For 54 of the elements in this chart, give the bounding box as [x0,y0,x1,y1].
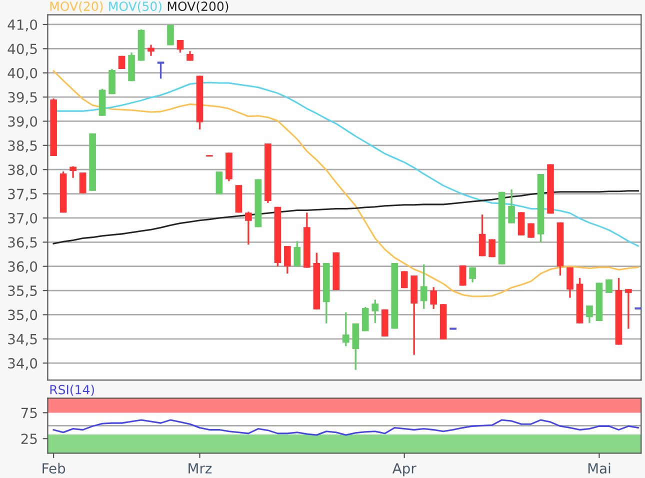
candlestick [148,44,154,57]
candlestick [70,165,76,179]
candlestick [566,266,574,299]
candlestick [79,172,86,194]
text: MOV(200) [168,1,228,12]
candlestick [284,245,291,274]
candlestick [245,210,252,246]
y-tick-label: 38,5 [8,140,37,152]
y-tick-label: 34,0 [8,358,38,370]
candlestick [400,270,408,289]
candlestick [176,39,184,54]
candlestick [430,286,437,310]
candlestick [167,24,174,46]
candlestick [362,306,369,332]
x-tick-label: Mrz [188,463,212,474]
text: MOV(50) [109,1,162,12]
x-tick-label: Mai [588,462,610,474]
candlestick [118,55,126,70]
y-tick-label: 37,0 [8,212,38,225]
candlestick [586,304,593,324]
y-tick-label: 39,0 [8,116,38,128]
candlestick [420,264,428,310]
y-tick-label: 36,0 [8,261,38,274]
text: RSI(14) [50,384,94,396]
y-tick-label: 38,0 [8,164,38,176]
candlestick [294,240,301,268]
y-tick-label: 36,5 [8,237,37,250]
candlestick [372,298,379,324]
y-tick-label: 41,0 [8,19,38,32]
x-tick-label: Feb [42,462,66,474]
candlestick [186,50,194,62]
candlestick [478,214,486,258]
candlestick [342,311,350,347]
y-tick-label: 35,5 [8,285,37,298]
candlestick [528,222,534,239]
y-tick-label: 75 [21,408,37,418]
y-tick-label: 37,5 [8,188,37,201]
y-tick-label: 40,0 [8,68,38,80]
candlestick [518,211,525,236]
line-series [52,190,639,244]
candlestick [508,188,515,224]
text: MOV(20) [50,1,103,12]
y-tick-label: 39,5 [8,92,37,104]
candlestick [469,266,476,284]
candlestick [625,288,632,330]
candlestick [216,170,223,196]
candlestick [606,278,612,294]
line-series [52,419,639,436]
y-tick-label: 25 [21,434,37,444]
y-tick-label: 40,5 [8,44,37,56]
y-tick-label: 34,5 [8,334,37,346]
x-tick-label: Apr [392,463,416,476]
y-tick-label: 35,0 [8,310,38,322]
line-series [52,70,639,298]
